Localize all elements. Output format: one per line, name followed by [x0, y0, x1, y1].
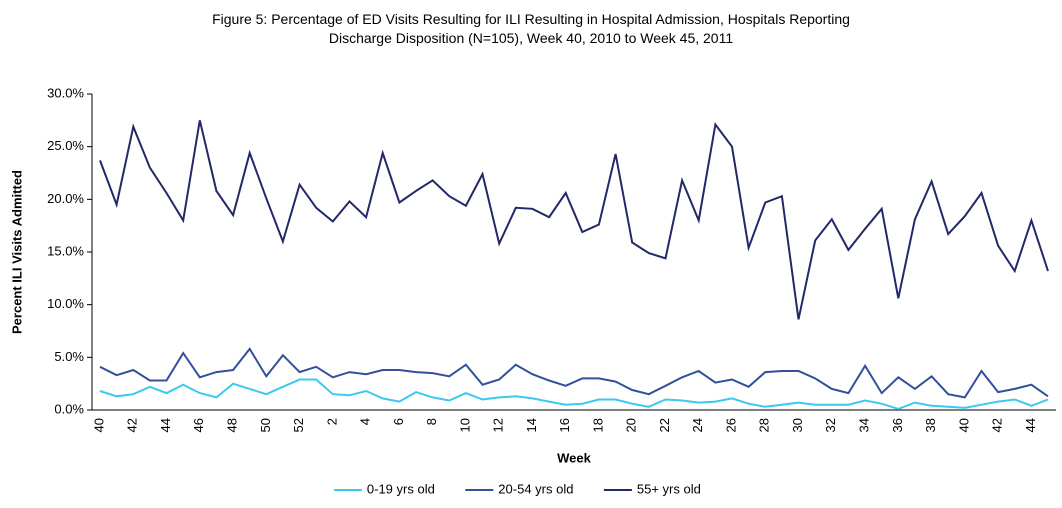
x-tick-label: 16 — [557, 418, 572, 432]
x-tick-label: 6 — [391, 418, 406, 425]
x-tick-label: 40 — [91, 418, 106, 432]
x-tick-label: 32 — [823, 418, 838, 432]
x-tick-label: 44 — [1023, 418, 1038, 432]
series-line — [99, 347, 1049, 399]
series-line — [99, 378, 1049, 410]
y-tick-label: 25.0% — [47, 138, 84, 153]
y-tick-label: 10.0% — [47, 296, 84, 311]
x-tick-label: 14 — [524, 418, 539, 432]
x-tick-label: 10 — [457, 418, 472, 432]
x-tick-label: 34 — [856, 418, 871, 432]
series-line — [99, 120, 1049, 320]
y-axis-title: Percent ILI Visits Admitted — [9, 170, 24, 334]
x-tick-label: 36 — [890, 418, 905, 432]
x-tick-label: 48 — [224, 418, 239, 432]
x-tick-label: 42 — [125, 418, 140, 432]
x-tick-label: 30 — [790, 418, 805, 432]
x-tick-label: 50 — [258, 418, 273, 432]
y-tick-label: 15.0% — [47, 243, 84, 258]
x-tick-label: 38 — [923, 418, 938, 432]
x-tick-label: 20 — [624, 418, 639, 432]
x-tick-label: 12 — [491, 418, 506, 432]
x-tick-label: 8 — [424, 418, 439, 425]
y-tick-label: 20.0% — [47, 191, 84, 206]
x-tick-label: 44 — [158, 418, 173, 432]
x-tick-label: 40 — [956, 418, 971, 432]
x-tick-label: 18 — [590, 418, 605, 432]
x-tick-label: 46 — [191, 418, 206, 432]
y-tick-label: 30.0% — [47, 85, 84, 100]
legend-label: 20-54 yrs old — [498, 481, 573, 496]
chart-title: Figure 5: Percentage of ED Visits Result… — [212, 11, 850, 46]
y-tick-label: 0.0% — [54, 401, 84, 416]
legend-label: 55+ yrs old — [637, 481, 701, 496]
x-tick-label: 2 — [324, 418, 339, 425]
legend-label: 0-19 yrs old — [367, 481, 435, 496]
x-tick-label: 52 — [291, 418, 306, 432]
x-tick-label: 22 — [657, 418, 672, 432]
x-tick-label: 24 — [690, 418, 705, 432]
x-tick-label: 26 — [723, 418, 738, 432]
y-tick-label: 5.0% — [54, 349, 84, 364]
x-tick-label: 4 — [358, 418, 373, 425]
x-tick-label: 42 — [990, 418, 1005, 432]
x-tick-label: 28 — [757, 418, 772, 432]
x-axis-title: Week — [557, 450, 591, 465]
